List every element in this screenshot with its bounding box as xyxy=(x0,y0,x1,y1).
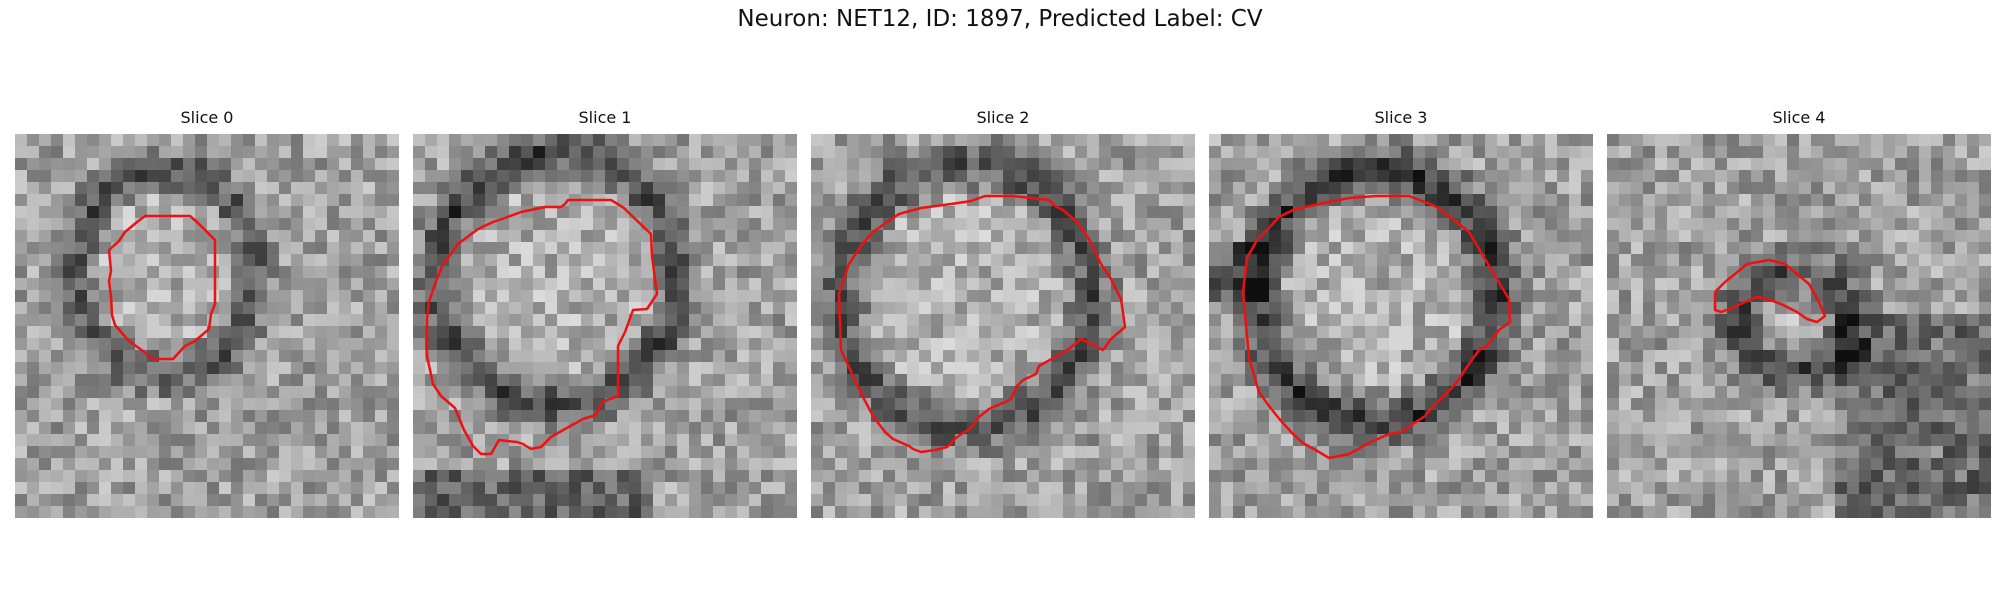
grayscale-pixels xyxy=(1209,134,1593,518)
contour-outline xyxy=(837,194,1127,454)
slice-image-canvas xyxy=(1607,134,1991,518)
slice-title: Slice 1 xyxy=(578,108,632,127)
slice-title: Slice 0 xyxy=(180,108,234,127)
slice-title: Slice 4 xyxy=(1772,108,1826,127)
slice-image xyxy=(15,134,399,518)
slice-image-canvas xyxy=(15,134,399,518)
contour-outline xyxy=(425,198,659,456)
slice-image xyxy=(413,134,797,518)
figure-title: Neuron: NET12, ID: 1897, Predicted Label… xyxy=(737,6,1263,32)
contour-outline xyxy=(107,214,217,361)
slice-title: Slice 2 xyxy=(976,108,1030,127)
grayscale-pixels xyxy=(15,134,399,518)
slice-image xyxy=(811,134,1195,518)
grayscale-pixels xyxy=(1607,134,1991,518)
slice-image xyxy=(1607,134,1991,518)
slice-title: Slice 3 xyxy=(1374,108,1428,127)
slice-image-canvas xyxy=(413,134,797,518)
grayscale-pixels xyxy=(811,134,1195,518)
slice-image-canvas xyxy=(811,134,1195,518)
slice-image xyxy=(1209,134,1593,518)
contour-outline xyxy=(1713,258,1827,324)
grayscale-pixels xyxy=(413,134,797,518)
contour-outline xyxy=(1241,194,1512,460)
slice-image-canvas xyxy=(1209,134,1593,518)
